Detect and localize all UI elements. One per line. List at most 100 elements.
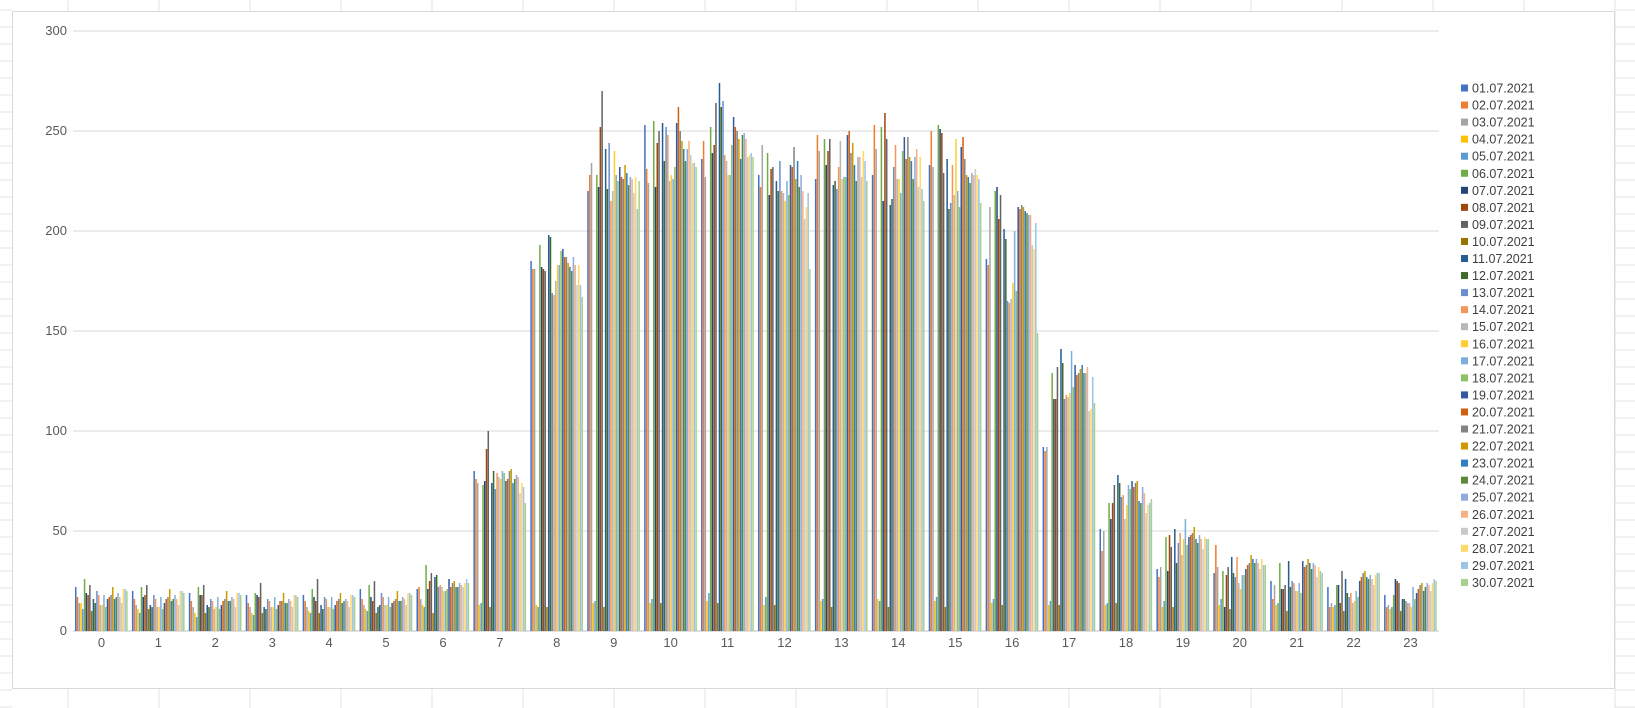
bar (1106, 603, 1109, 631)
x-tick-label: 4 (326, 635, 333, 650)
bar (1065, 395, 1068, 631)
bar (1367, 579, 1370, 631)
legend-item: 29.07.2021 (1461, 559, 1535, 573)
bar (934, 601, 936, 631)
bar (1394, 579, 1397, 631)
bar (535, 605, 538, 631)
bar (677, 107, 680, 631)
bar (170, 601, 173, 631)
bar (905, 159, 907, 631)
bar (323, 597, 326, 631)
bar (871, 175, 874, 631)
bar (846, 135, 849, 631)
bar (1189, 535, 1192, 631)
bar (1305, 565, 1308, 631)
y-tick-label: 150 (45, 323, 67, 338)
bar (989, 207, 991, 631)
bar (818, 151, 820, 631)
bar (1384, 595, 1386, 631)
bar (498, 477, 500, 631)
legend-label: 28.07.2021 (1472, 542, 1535, 556)
bar (437, 587, 440, 631)
bar (960, 147, 963, 631)
bar (791, 167, 794, 631)
bar (644, 125, 646, 631)
legend-label: 22.07.2021 (1472, 440, 1535, 454)
bar (396, 591, 399, 631)
series-06.07.2021 (83, 121, 1395, 631)
legend-label: 14.07.2021 (1472, 303, 1535, 317)
bar (930, 131, 933, 631)
bar (597, 187, 600, 631)
bar (188, 593, 191, 631)
bar (460, 585, 463, 631)
bar (177, 605, 180, 631)
bar (1124, 519, 1126, 631)
bar (891, 199, 893, 631)
bar (1179, 533, 1181, 631)
bar (197, 587, 200, 631)
bar (295, 595, 297, 631)
bar (453, 581, 456, 631)
bar (1051, 373, 1053, 631)
bar (352, 595, 354, 631)
x-tick-label: 23 (1403, 635, 1417, 650)
bar (796, 161, 799, 631)
x-tick-label: 14 (891, 635, 905, 650)
bar (860, 177, 863, 631)
bar (631, 179, 633, 631)
bar (1118, 483, 1121, 631)
bar (482, 485, 484, 631)
bar (451, 583, 454, 631)
bar (1060, 349, 1062, 631)
bar (350, 595, 352, 631)
bar (734, 127, 737, 631)
bar (202, 585, 205, 631)
bar (371, 601, 374, 631)
bar (1131, 481, 1133, 631)
bar (1364, 571, 1366, 631)
chart-area[interactable]: 0 50 100 150 200 250 300 0 1 2 3 4 5 6 7 8 9 10 11 12 13 14 1… (12, 11, 1615, 689)
bar (309, 613, 312, 631)
bar (510, 469, 512, 631)
bar (695, 167, 697, 631)
bar (407, 593, 409, 631)
bar (432, 613, 434, 631)
bar (176, 599, 178, 631)
legend-item: 21.07.2021 (1461, 423, 1535, 437)
bar (1093, 403, 1096, 631)
bar (978, 179, 980, 631)
bar (1286, 611, 1288, 631)
bar (140, 587, 143, 631)
bar (873, 125, 876, 631)
bar (704, 177, 707, 631)
bar (987, 265, 989, 631)
bar (932, 167, 934, 631)
bar-series (74, 83, 1437, 631)
legend: 01.07.2021 02.07.2021 03.07.2021 04.07.2021… (1461, 82, 1535, 590)
x-tick-label: 2 (212, 635, 219, 650)
bar (941, 133, 943, 631)
y-tick-label: 200 (45, 223, 67, 238)
bar (1207, 539, 1210, 631)
bar (485, 449, 488, 631)
bar (201, 595, 203, 631)
bar (647, 183, 650, 631)
bar (1238, 583, 1240, 631)
bar (675, 123, 678, 631)
bar (239, 595, 242, 631)
legend-label: 25.07.2021 (1472, 491, 1535, 505)
bar (1070, 351, 1073, 631)
bar (1227, 567, 1229, 631)
bar (1255, 559, 1258, 631)
x-tick-label: 15 (948, 635, 962, 650)
bar (853, 165, 856, 631)
bar (1273, 585, 1276, 631)
bar (976, 175, 978, 631)
bar (491, 483, 493, 631)
bar (839, 141, 842, 631)
bar (1200, 539, 1203, 631)
bar (663, 161, 666, 631)
bar (691, 163, 694, 631)
bar (1341, 571, 1343, 631)
